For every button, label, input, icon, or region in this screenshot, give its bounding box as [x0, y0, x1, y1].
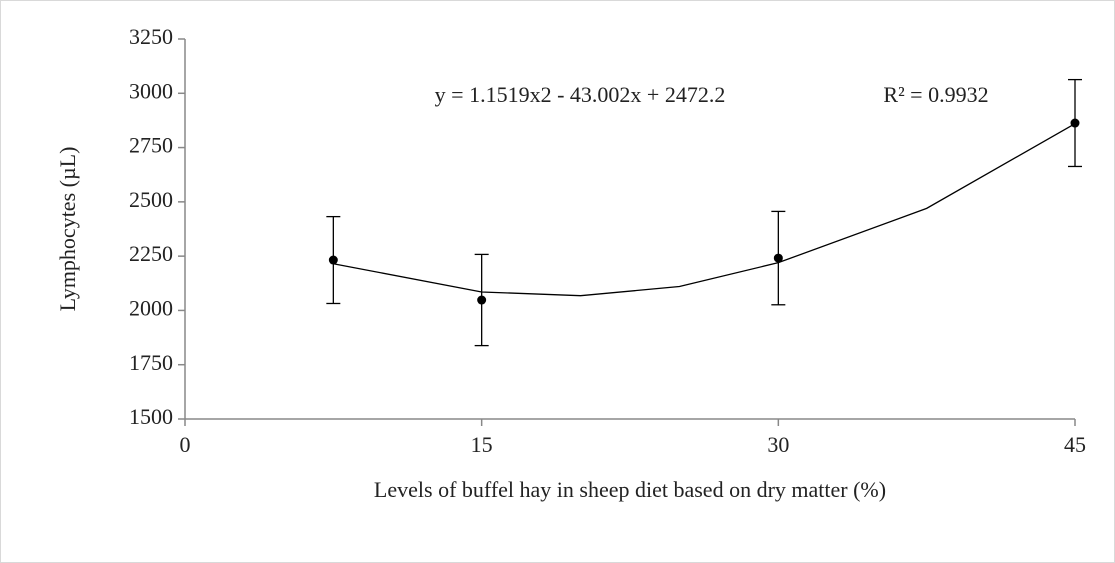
x-tick-label: 30 [767, 432, 789, 457]
equation: y = 1.1519x2 - 43.002x + 2472.2 [435, 82, 726, 107]
y-tick-label: 2000 [129, 295, 173, 320]
y-tick-label: 2750 [129, 133, 173, 158]
point [773, 253, 783, 263]
r-squared: R² = 0.9932 [883, 82, 988, 107]
x-tick-label: 15 [471, 432, 493, 457]
y-tick-label: 2250 [129, 241, 173, 266]
point [1070, 118, 1080, 128]
x-tick-label: 45 [1064, 432, 1086, 457]
y-tick-label: 3250 [129, 24, 173, 49]
y-tick-label: 1750 [129, 350, 173, 375]
x-tick-label: 0 [180, 432, 191, 457]
y-axis-label: Lymphocytes (µL) [55, 147, 80, 312]
y-tick-label: 2500 [129, 187, 173, 212]
point [328, 255, 338, 265]
point [477, 295, 487, 305]
x-axis-label: Levels of buffel hay in sheep diet based… [374, 477, 886, 502]
y-tick-label: 1500 [129, 404, 173, 429]
y-tick-label: 3000 [129, 78, 173, 103]
